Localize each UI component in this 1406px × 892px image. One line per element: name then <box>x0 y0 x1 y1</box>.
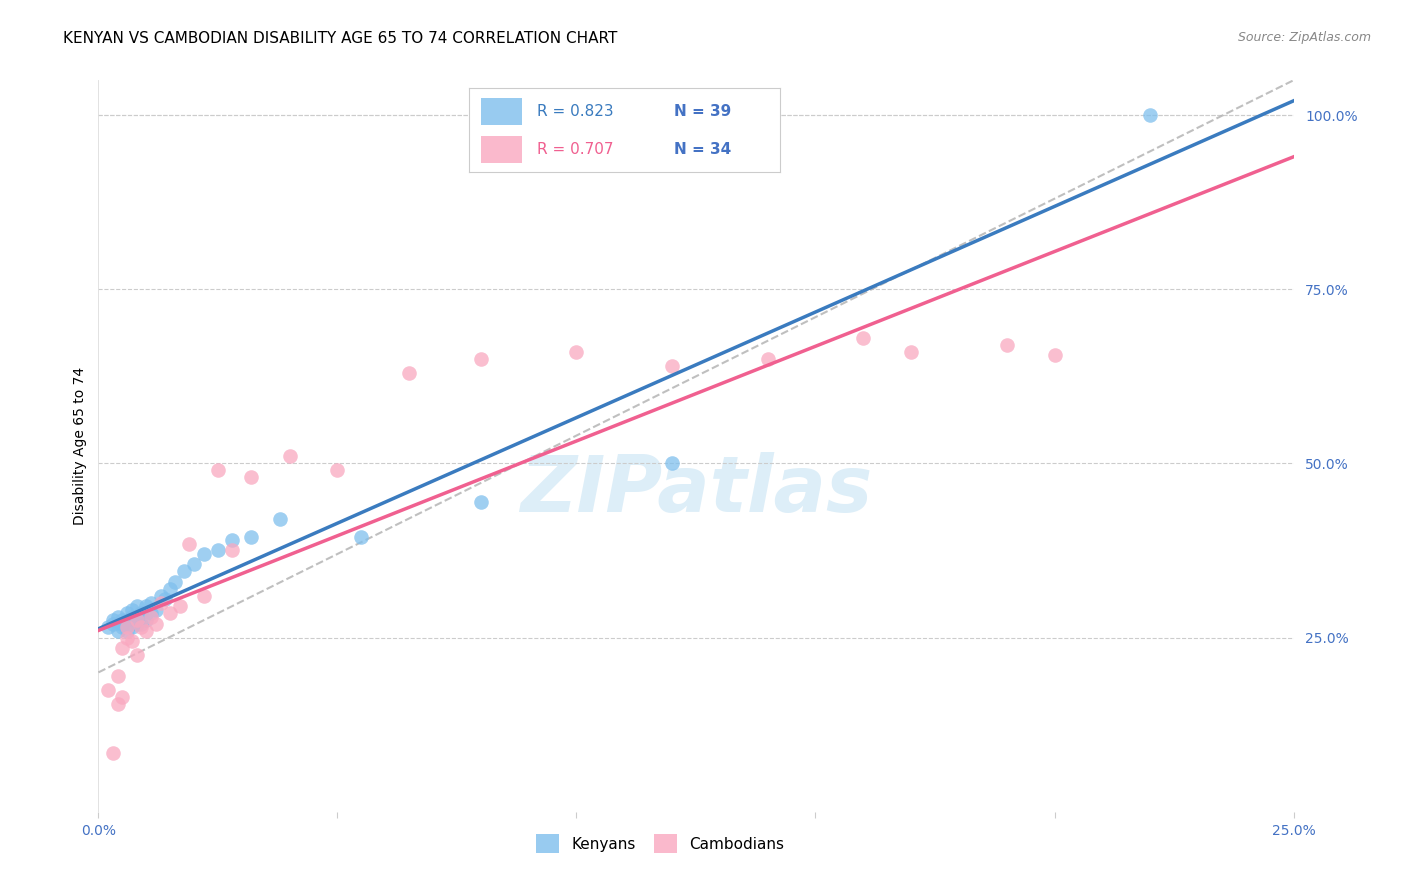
Text: Source: ZipAtlas.com: Source: ZipAtlas.com <box>1237 31 1371 45</box>
Point <box>115 631 138 645</box>
Point <box>149 589 172 603</box>
Point <box>240 470 263 484</box>
Point <box>111 620 134 634</box>
Point <box>135 613 157 627</box>
Point <box>155 592 177 607</box>
Point <box>470 494 492 508</box>
Point <box>221 543 243 558</box>
Point <box>125 609 148 624</box>
Point <box>221 533 243 547</box>
Point <box>149 596 172 610</box>
Point <box>125 613 148 627</box>
Point <box>97 682 120 697</box>
Point <box>207 463 229 477</box>
Point <box>139 609 162 624</box>
Point <box>121 634 143 648</box>
Point <box>900 345 922 359</box>
Point <box>661 457 683 471</box>
Point <box>159 582 181 596</box>
Point <box>111 613 134 627</box>
Point <box>111 616 134 631</box>
Point <box>326 463 349 477</box>
Point <box>101 613 124 627</box>
Point <box>1139 108 1161 122</box>
Point <box>131 606 153 620</box>
Point <box>135 624 157 638</box>
Point <box>398 366 420 380</box>
Point <box>995 338 1018 352</box>
Point <box>163 574 186 589</box>
Point <box>145 616 167 631</box>
Point <box>115 624 138 638</box>
Point <box>135 599 157 614</box>
Point <box>115 606 138 620</box>
Point <box>121 603 143 617</box>
Point <box>107 697 129 711</box>
Point <box>183 558 205 572</box>
Point <box>107 669 129 683</box>
Point <box>179 536 201 550</box>
Point <box>470 351 492 366</box>
Point <box>145 603 167 617</box>
Point <box>159 606 181 620</box>
Point <box>207 543 229 558</box>
Point <box>125 648 148 662</box>
Point <box>661 359 683 373</box>
Point <box>111 690 134 704</box>
Point <box>1043 348 1066 362</box>
Point <box>121 620 143 634</box>
Point <box>169 599 191 614</box>
Point <box>121 609 143 624</box>
Point <box>139 606 162 620</box>
Point <box>107 624 129 638</box>
Y-axis label: Disability Age 65 to 74: Disability Age 65 to 74 <box>73 367 87 525</box>
Point <box>125 599 148 614</box>
Point <box>131 620 153 634</box>
Point <box>115 620 138 634</box>
Point <box>125 616 148 631</box>
Point <box>111 640 134 655</box>
Point <box>565 345 588 359</box>
Legend: Kenyans, Cambodians: Kenyans, Cambodians <box>530 828 790 859</box>
Point <box>193 589 215 603</box>
Text: ZIPatlas: ZIPatlas <box>520 452 872 528</box>
Point <box>240 530 263 544</box>
Point <box>101 616 124 631</box>
Text: KENYAN VS CAMBODIAN DISABILITY AGE 65 TO 74 CORRELATION CHART: KENYAN VS CAMBODIAN DISABILITY AGE 65 TO… <box>63 31 617 46</box>
Point <box>131 616 153 631</box>
Point <box>139 596 162 610</box>
Point <box>852 331 875 345</box>
Point <box>278 450 301 464</box>
Point <box>350 530 373 544</box>
Point <box>107 609 129 624</box>
Point <box>756 351 779 366</box>
Point <box>101 746 124 760</box>
Point <box>193 547 215 561</box>
Point <box>173 565 195 579</box>
Point <box>97 620 120 634</box>
Point <box>115 613 138 627</box>
Point <box>269 512 291 526</box>
